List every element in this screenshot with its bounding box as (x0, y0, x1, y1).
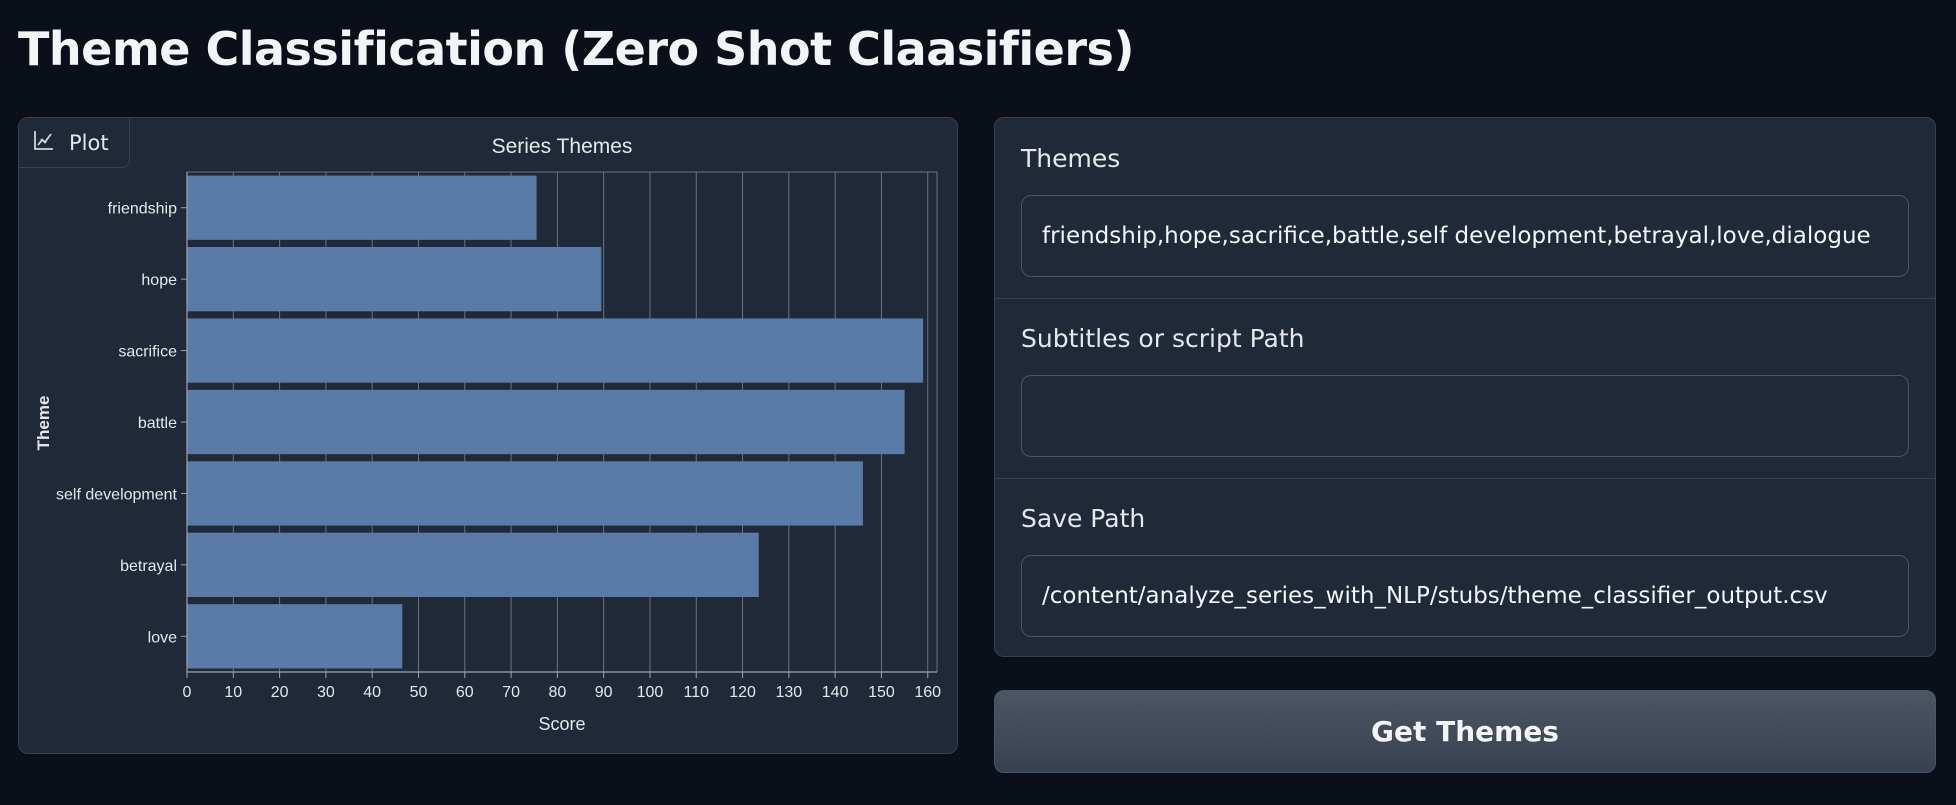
bar-battle (187, 389, 905, 455)
x-tick-label: 160 (914, 684, 941, 701)
subtitles-field: Subtitles or script Path (995, 298, 1935, 457)
x-axis-title: Score (538, 714, 585, 734)
bar-sacrifice (187, 318, 924, 383)
x-tick-label: 0 (183, 684, 192, 701)
x-tick-label: 50 (410, 684, 428, 701)
bar-self-development (187, 461, 863, 526)
y-tick-label: friendship (108, 201, 177, 218)
save-path-input[interactable] (1021, 555, 1909, 637)
x-tick-label: 130 (776, 684, 803, 701)
y-tick-label: betrayal (120, 558, 177, 575)
x-tick-label: 110 (684, 684, 710, 701)
chart-title: Series Themes (492, 135, 633, 158)
x-tick-label: 60 (456, 684, 474, 701)
x-tick-label: 150 (868, 684, 895, 701)
y-tick-label: sacrifice (118, 344, 177, 361)
themes-input[interactable] (1021, 195, 1909, 277)
x-tick-label: 30 (317, 684, 335, 701)
themes-label: Themes (1021, 144, 1121, 173)
y-tick-label: hope (141, 272, 177, 289)
bar-friendship (187, 175, 537, 240)
plot-tab[interactable]: Plot (19, 118, 130, 168)
y-tick-label: self development (56, 486, 178, 503)
bar-betrayal (187, 532, 759, 597)
x-tick-label: 80 (548, 684, 566, 701)
get-themes-button[interactable]: Get Themes (994, 690, 1936, 773)
x-tick-label: 70 (502, 684, 520, 701)
save-path-label: Save Path (1021, 504, 1146, 533)
bar-love (187, 604, 403, 669)
field-divider (995, 298, 1935, 299)
page-title: Theme Classification (Zero Shot Claasifi… (18, 22, 1134, 76)
y-axis-title: Theme (34, 396, 53, 451)
x-tick-label: 90 (595, 684, 613, 701)
x-tick-label: 40 (363, 684, 381, 701)
plot-panel: Plot Series Themes Theme Score 0 10 20 30 40… (18, 117, 958, 754)
x-tick-label: 140 (822, 684, 849, 701)
subtitles-path-input[interactable] (1021, 375, 1909, 457)
field-divider (995, 478, 1935, 479)
y-tick-label: love (148, 629, 177, 646)
x-tick-label: 10 (224, 684, 242, 701)
subtitles-label: Subtitles or script Path (1021, 324, 1305, 353)
themes-field: Themes (995, 118, 1935, 277)
input-form-panel: Themes Subtitles or script Path Save Pat… (994, 117, 1936, 657)
theme-bar-chart: Series Themes Theme Score 0 10 20 30 40 50 60 7… (34, 135, 941, 734)
plot-tab-label: Plot (69, 130, 109, 155)
y-tick-label: battle (138, 415, 177, 432)
x-tick-label: 20 (271, 684, 289, 701)
bar-hope (187, 247, 602, 312)
chart-icon (33, 129, 55, 156)
x-tick-label: 100 (637, 684, 664, 701)
x-tick-label: 120 (729, 684, 756, 701)
save-path-field: Save Path (995, 478, 1935, 637)
